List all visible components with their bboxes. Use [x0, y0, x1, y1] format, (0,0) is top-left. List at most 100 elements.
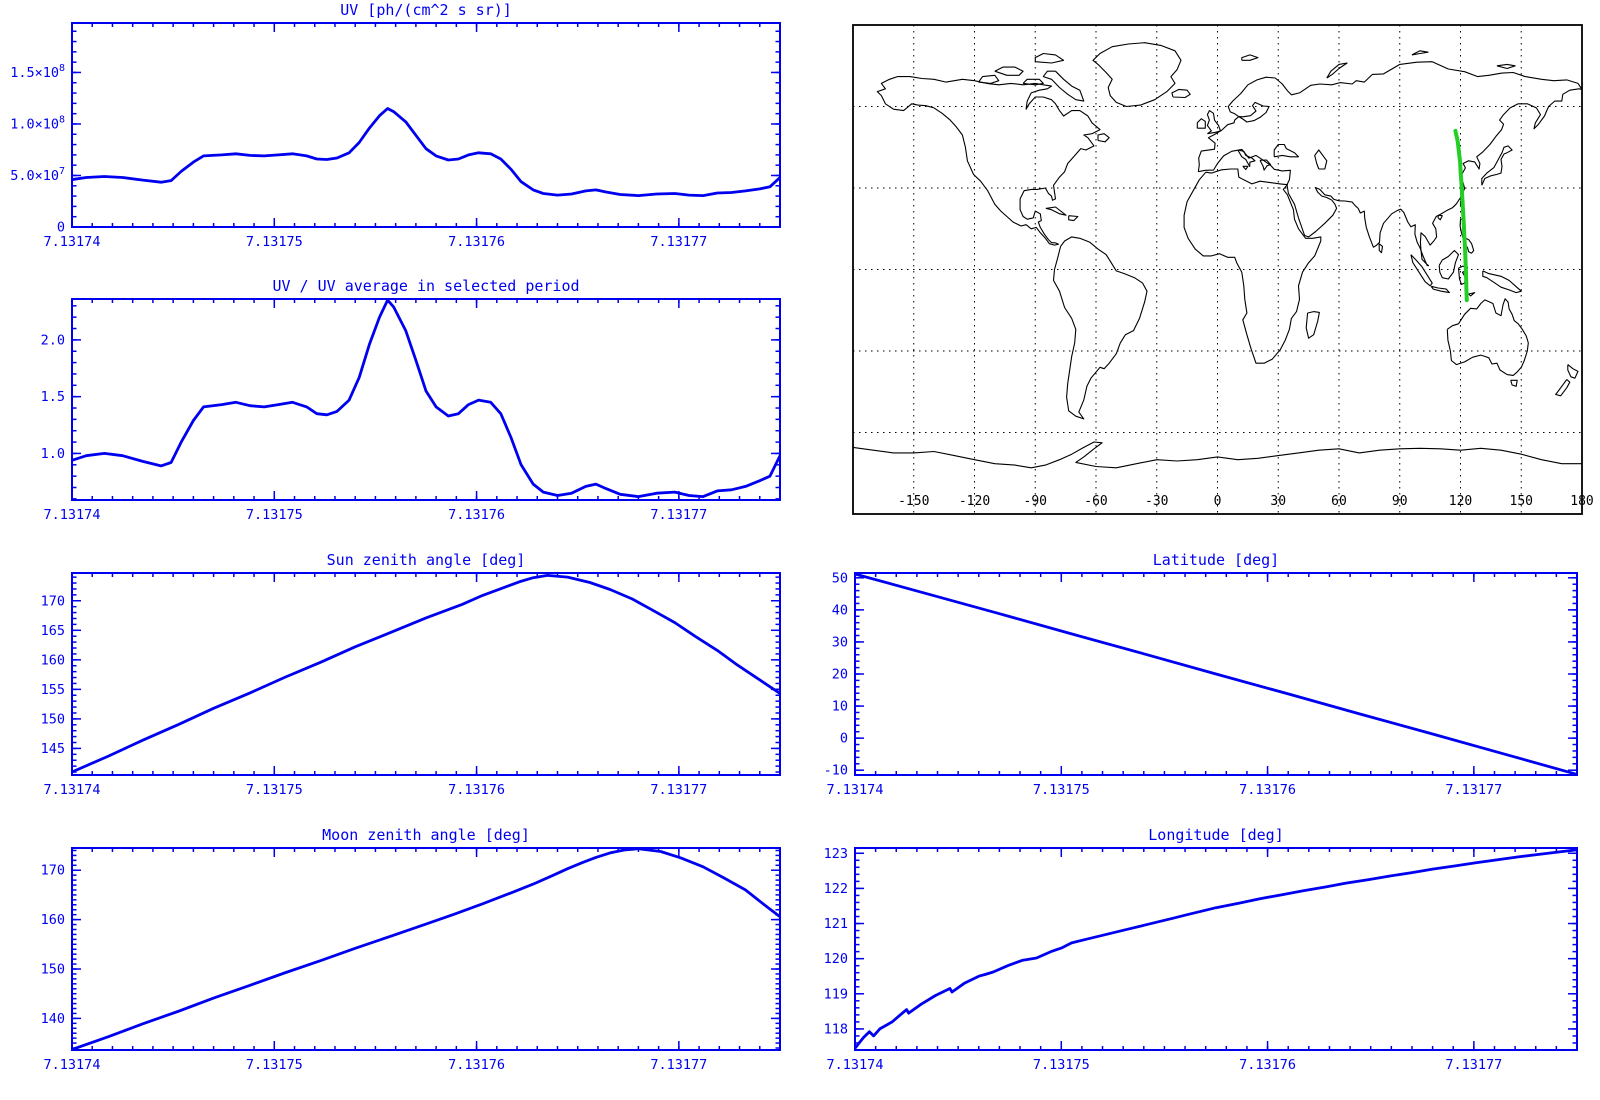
coastline [1378, 243, 1384, 254]
coastline [1305, 311, 1320, 339]
coastline [876, 76, 1101, 246]
x-tick-label: 7.13177 [650, 1057, 707, 1073]
y-tick-label: 0 [840, 731, 848, 747]
coastline [853, 441, 1582, 469]
series-line [72, 107, 780, 198]
x-tick-label: 7.13175 [246, 234, 303, 250]
coastline [1555, 379, 1571, 397]
y-tick-label: 150 [41, 711, 65, 727]
x-tick-label: 7.13174 [827, 1057, 884, 1073]
x-tick-label: 7.13176 [448, 1057, 505, 1073]
x-tick-label: 7.13176 [448, 782, 505, 798]
coastline [1034, 52, 1065, 64]
chart-uv-ratio: 7.13174 7.13175 7.13176 7.13177 1.0 1.5 2.0 UV … [41, 277, 781, 523]
coastline [1097, 133, 1110, 143]
coastline [1446, 298, 1529, 376]
chart-title: Moon zenith angle [deg] [322, 826, 530, 844]
y-tick-label: -10 [824, 763, 848, 779]
y-tick-label: 150 [41, 962, 65, 978]
x-tick-label: 7.13176 [1239, 1057, 1296, 1073]
map-lon-label: 90 [1392, 494, 1408, 509]
map-lon-label: 180 [1570, 494, 1593, 509]
x-tick-label: 7.13177 [1445, 1057, 1502, 1073]
x-tick-label: 7.13175 [246, 1057, 303, 1073]
coastline [1496, 63, 1516, 70]
y-tick-label: 122 [824, 881, 848, 897]
y-tick-label: 155 [41, 682, 65, 698]
coastline [1052, 236, 1148, 420]
chart-longitude: 7.13174 7.13175 7.13176 7.13177 118 119 120 121… [824, 826, 1578, 1073]
coastline [1206, 110, 1222, 135]
x-tick-label: 7.13176 [448, 507, 505, 523]
y-tick-label: 170 [41, 593, 65, 609]
chart-latitude: 7.13174 7.13175 7.13176 7.13177 -10 0 10 20 30 40… [824, 551, 1578, 798]
coastline [1022, 78, 1044, 86]
axis-frame [71, 847, 781, 1051]
x-tick-label: 7.13177 [650, 782, 707, 798]
coastline [1196, 118, 1206, 129]
chart-title: Longitude [deg] [1148, 826, 1283, 844]
x-tick-label: 7.13175 [246, 507, 303, 523]
y-tick-label: 30 [832, 634, 848, 650]
y-tick-label: 1.5×108 [10, 63, 65, 81]
map-coastlines [853, 42, 1582, 469]
y-tick-label: 0 [57, 220, 65, 236]
y-tick-label: 20 [832, 667, 848, 683]
y-tick-label: 160 [41, 652, 65, 668]
y-tick-label: 145 [41, 741, 65, 757]
axis-ticks [71, 23, 781, 228]
map-lon-label: -60 [1084, 494, 1107, 509]
chart-sun-zenith-angle: 7.13174 7.13175 7.13176 7.13177 145 150 155 160… [41, 551, 781, 798]
coastline [1510, 379, 1518, 387]
x-tick-label: 7.13175 [246, 782, 303, 798]
coastline [1437, 214, 1443, 221]
chart-title: Latitude [deg] [1153, 551, 1279, 569]
coastline [1438, 249, 1460, 280]
coastline [1045, 206, 1067, 216]
map-lon-label: -30 [1145, 494, 1168, 509]
coastline [1171, 88, 1191, 99]
satellite-ground-track [1453, 128, 1469, 303]
coastline [1197, 61, 1582, 267]
y-tick-label: 140 [41, 1011, 65, 1027]
x-tick-label: 7.13174 [827, 782, 884, 798]
coastline [1481, 145, 1513, 186]
y-tick-label: 118 [824, 1021, 848, 1037]
x-tick-label: 7.13176 [448, 234, 505, 250]
coastline [1468, 292, 1476, 297]
map-lon-label: -120 [959, 494, 990, 509]
map-lon-label: 150 [1510, 494, 1533, 509]
x-tick-label: 7.13177 [650, 234, 707, 250]
y-tick-label: 170 [41, 863, 65, 879]
y-tick-label: 165 [41, 623, 65, 639]
y-tick-label: 121 [824, 916, 848, 932]
x-tick-label: 7.13175 [1033, 1057, 1090, 1073]
coastline [1259, 159, 1272, 171]
series-line [72, 299, 780, 499]
y-tick-label: 1.0 [41, 446, 65, 462]
coastline [1241, 54, 1259, 61]
chart-moon-zenith-angle: 7.13174 7.13175 7.13176 7.13177 140 150 160 170… [41, 826, 781, 1073]
y-tick-label: 119 [824, 986, 848, 1002]
axis-ticks [71, 299, 781, 500]
y-tick-label: 160 [41, 912, 65, 928]
y-tick-label: 1.0×108 [10, 114, 65, 132]
coastline [1092, 42, 1182, 108]
axis-frame [71, 22, 781, 228]
world-map: -150 -120 -90 -60 -30 0 30 60 90 120 150 180 [852, 24, 1594, 515]
axis-ticks [854, 848, 1578, 1051]
y-tick-label: 120 [824, 951, 848, 967]
coastline [1326, 62, 1348, 79]
coastline [1430, 285, 1450, 294]
axis-ticks [854, 573, 1578, 775]
coastline [978, 74, 1000, 84]
coastline [994, 66, 1024, 76]
map-lon-label: 0 [1214, 494, 1222, 509]
coastline [1567, 364, 1579, 379]
coastline [1410, 254, 1433, 287]
y-tick-label: 5.0×107 [10, 166, 65, 184]
chart-title: UV [ph/(cm^2 s sr)] [340, 1, 512, 19]
y-tick-label: 10 [832, 699, 848, 715]
